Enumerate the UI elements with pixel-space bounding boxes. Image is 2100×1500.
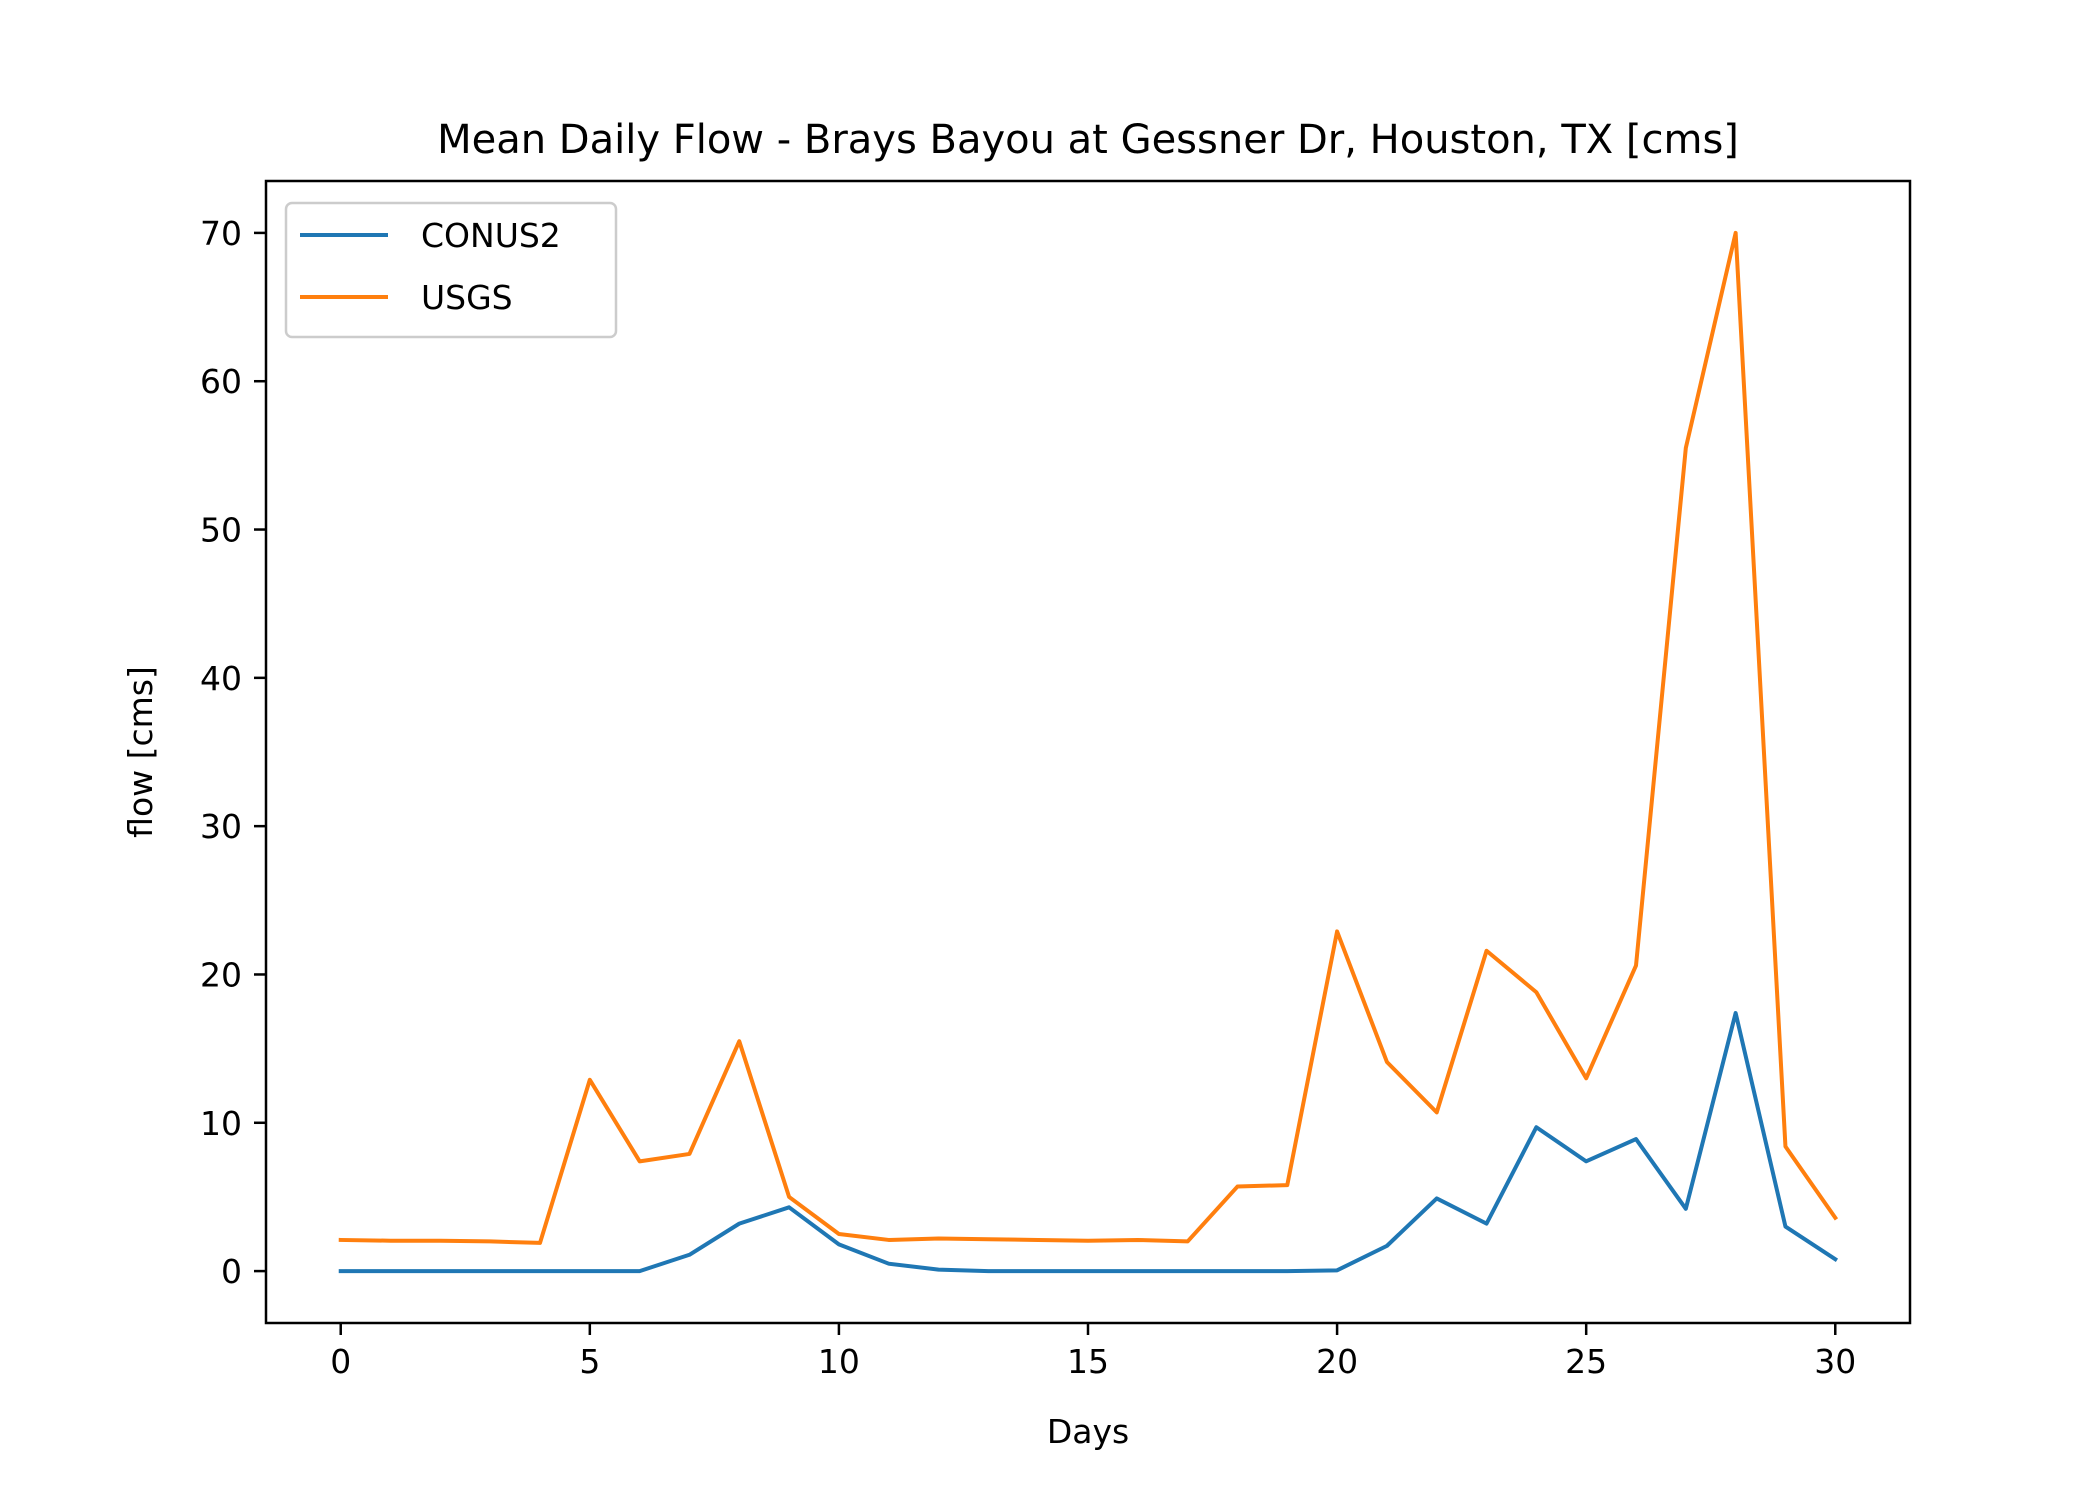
y-tick-label: 50 [200,511,242,550]
x-axis: 0 5 10 15 20 25 30 [330,1323,1856,1381]
y-tick-label: 70 [200,214,242,253]
legend: CONUS2 USGS [284,201,618,339]
y-tick-label: 60 [200,362,242,401]
y-tick-label: 40 [200,659,242,698]
chart-title: Mean Daily Flow - Brays Bayou at Gessner… [437,117,1739,163]
x-tick-label: 20 [1316,1342,1358,1381]
legend-label-usgs: USGS [421,278,513,317]
y-tick-label: 30 [200,807,242,846]
x-tick-label: 25 [1565,1342,1607,1381]
x-tick-label: 30 [1814,1342,1856,1381]
y-tick-label: 10 [200,1104,242,1143]
y-tick-label: 0 [221,1252,242,1291]
x-tick-label: 15 [1067,1342,1109,1381]
legend-label-conus2: CONUS2 [421,216,561,255]
y-axis-label: flow [cms] [121,666,160,838]
y-tick-label: 20 [200,955,242,994]
x-tick-label: 5 [579,1342,600,1381]
x-axis-label: Days [1047,1412,1129,1451]
plot-area [338,230,1839,1274]
x-tick-label: 0 [330,1342,351,1381]
y-axis: 0 10 20 30 40 50 60 70 [200,214,266,1291]
x-tick-label: 10 [818,1342,860,1381]
